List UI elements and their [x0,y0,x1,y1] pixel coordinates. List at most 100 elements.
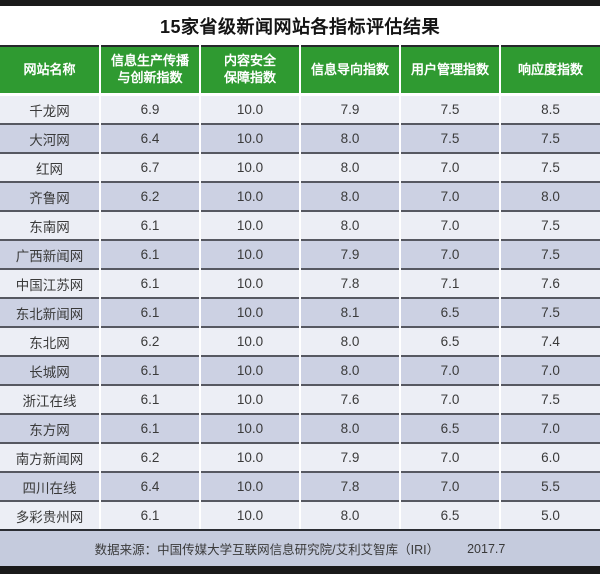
site-name-cell: 中国江苏网 [0,268,100,298]
score-cell: 6.1 [99,500,200,529]
score-cell: 6.2 [99,326,200,356]
score-cell: 7.4 [499,326,600,356]
score-cell: 6.9 [99,93,200,124]
score-cell: 6.1 [99,239,200,269]
table-row: 千龙网 6.9 10.0 7.9 7.5 8.5 [0,93,600,124]
site-name-cell: 东北新闻网 [0,297,100,327]
column-header: 响应度指数 [499,46,600,95]
score-cell: 6.2 [99,181,200,211]
score-cell: 7.0 [399,355,500,385]
table-row: 红网 6.7 10.0 8.0 7.0 7.5 [0,152,600,182]
score-cell: 8.0 [299,326,400,356]
score-cell: 7.8 [299,471,400,501]
score-cell: 10.0 [199,413,300,443]
table-row: 南方新闻网 6.2 10.0 7.9 7.0 6.0 [0,442,600,472]
top-black-bar [0,0,600,6]
table-row: 广西新闻网 6.1 10.0 7.9 7.0 7.5 [0,239,600,269]
score-cell: 7.5 [499,297,600,327]
score-cell: 7.0 [399,442,500,472]
score-cell: 8.0 [299,413,400,443]
score-cell: 8.0 [299,210,400,240]
score-cell: 7.5 [399,123,500,153]
table-row: 浙江在线 6.1 10.0 7.6 7.0 7.5 [0,384,600,414]
column-header: 网站名称 [0,46,100,95]
evaluation-table: 网站名称 信息生产传播 与创新指数 内容安全 保障指数 信息导向指数 用户管理指数 响应度… [0,45,600,529]
score-cell: 6.2 [99,442,200,472]
table-row: 多彩贵州网 6.1 10.0 8.0 6.5 5.0 [0,500,600,529]
column-header: 内容安全 保障指数 [199,46,300,95]
score-cell: 10.0 [199,93,300,124]
site-name-cell: 大河网 [0,123,100,153]
score-cell: 8.0 [299,152,400,182]
score-cell: 7.0 [399,152,500,182]
score-cell: 6.5 [399,413,500,443]
score-cell: 8.0 [499,181,600,211]
score-cell: 6.1 [99,384,200,414]
score-cell: 6.4 [99,123,200,153]
site-name-cell: 长城网 [0,355,100,385]
score-cell: 6.1 [99,413,200,443]
table-footer: 数据来源：中国传媒大学互联网信息研究院/艾利艾智库（IRI） 2017.7 [0,529,600,566]
table-row: 东北网 6.2 10.0 8.0 6.5 7.4 [0,326,600,356]
score-cell: 7.5 [499,239,600,269]
score-cell: 7.0 [399,239,500,269]
score-cell: 6.1 [99,355,200,385]
score-cell: 10.0 [199,123,300,153]
score-cell: 7.5 [499,384,600,414]
score-cell: 7.9 [299,239,400,269]
table-row: 大河网 6.4 10.0 8.0 7.5 7.5 [0,123,600,153]
score-cell: 7.0 [499,355,600,385]
score-cell: 5.5 [499,471,600,501]
score-cell: 7.6 [299,384,400,414]
score-cell: 7.8 [299,268,400,298]
site-name-cell: 四川在线 [0,471,100,501]
table-row: 东北新闻网 6.1 10.0 8.1 6.5 7.5 [0,297,600,327]
site-name-cell: 南方新闻网 [0,442,100,472]
table-row: 长城网 6.1 10.0 8.0 7.0 7.0 [0,355,600,385]
score-cell: 7.6 [499,268,600,298]
score-cell: 7.0 [399,384,500,414]
score-cell: 7.0 [499,413,600,443]
data-date: 2017.7 [467,541,506,556]
score-cell: 8.1 [299,297,400,327]
site-name-cell: 东方网 [0,413,100,443]
score-cell: 7.1 [399,268,500,298]
score-cell: 10.0 [199,355,300,385]
bottom-black-bar [0,566,600,574]
column-header: 信息生产传播 与创新指数 [99,46,200,95]
score-cell: 6.1 [99,210,200,240]
score-cell: 10.0 [199,152,300,182]
score-cell: 6.1 [99,268,200,298]
score-cell: 6.7 [99,152,200,182]
score-cell: 10.0 [199,181,300,211]
score-cell: 7.5 [499,123,600,153]
table-row: 东南网 6.1 10.0 8.0 7.0 7.5 [0,210,600,240]
score-cell: 6.4 [99,471,200,501]
table-row: 东方网 6.1 10.0 8.0 6.5 7.0 [0,413,600,443]
site-name-cell: 广西新闻网 [0,239,100,269]
score-cell: 10.0 [199,500,300,529]
score-cell: 8.0 [299,355,400,385]
score-cell: 7.9 [299,93,400,124]
page-title: 15家省级新闻网站各指标评估结果 [159,16,441,37]
site-name-cell: 浙江在线 [0,384,100,414]
table-row: 四川在线 6.4 10.0 7.8 7.0 5.5 [0,471,600,501]
site-name-cell: 东南网 [0,210,100,240]
column-header: 信息导向指数 [299,46,400,95]
site-name-cell: 千龙网 [0,93,100,124]
data-source-text: 数据来源：中国传媒大学互联网信息研究院/艾利艾智库（IRI） [94,543,440,557]
score-cell: 10.0 [199,326,300,356]
score-cell: 8.0 [299,123,400,153]
site-name-cell: 红网 [0,152,100,182]
score-cell: 7.5 [399,93,500,124]
score-cell: 8.0 [299,500,400,529]
header-row: 网站名称 信息生产传播 与创新指数 内容安全 保障指数 信息导向指数 用户管理指数 响应度… [0,46,600,95]
site-name-cell: 东北网 [0,326,100,356]
score-cell: 6.5 [399,500,500,529]
site-name-cell: 齐鲁网 [0,181,100,211]
score-cell: 6.5 [399,297,500,327]
table-row: 齐鲁网 6.2 10.0 8.0 7.0 8.0 [0,181,600,211]
score-cell: 7.9 [299,442,400,472]
site-name-cell: 多彩贵州网 [0,500,100,529]
